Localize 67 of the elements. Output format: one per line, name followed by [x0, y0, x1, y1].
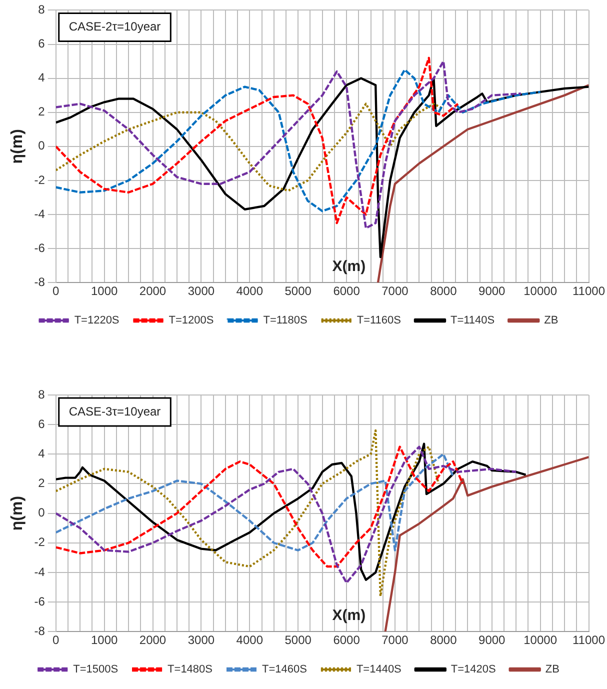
- legend-label: T=1140S: [450, 314, 495, 327]
- y-tick-label: 0: [38, 506, 46, 520]
- legend-label: T=1220S: [74, 314, 120, 327]
- y-tick-label: 0: [38, 138, 46, 153]
- x-tick-label: 8000: [430, 633, 458, 648]
- x-tick-label: 8000: [430, 284, 458, 298]
- x-tick-label: 10000: [524, 284, 558, 298]
- x-tick-label: 0: [52, 284, 60, 298]
- y-axis-title: η(m): [9, 496, 26, 531]
- y-tick-label: 2: [38, 476, 46, 490]
- x-tick-label: 4000: [236, 633, 264, 648]
- y-tick-label: -4: [34, 564, 46, 579]
- y-tick-label: 8: [38, 387, 46, 402]
- y-tick-label: -8: [34, 624, 46, 638]
- y-tick-label: -2: [34, 172, 46, 187]
- legend-label: T=1160S: [356, 314, 401, 327]
- line-series: [56, 56, 460, 224]
- x-tick-label: 7000: [382, 284, 409, 298]
- x-tick-label: 2000: [139, 284, 166, 298]
- x-tick-label: 0: [52, 633, 60, 648]
- annotation: CASE-2τ=10year: [68, 20, 161, 34]
- x-tick-label: 9000: [478, 284, 506, 298]
- y-tick-label: -6: [34, 594, 46, 608]
- legend-label: T=1500S: [73, 664, 118, 676]
- legend-label: ZB: [545, 664, 560, 676]
- legend-label: T=1440S: [356, 664, 402, 676]
- x-tick-label: 5000: [284, 284, 312, 298]
- y-tick-label: -2: [34, 535, 46, 550]
- line-series: [56, 68, 542, 212]
- y-tick-label: 2: [38, 104, 46, 119]
- legend-label: ZB: [544, 314, 558, 327]
- y-tick-label: 8: [38, 2, 46, 17]
- x-tick-label: 2000: [139, 633, 166, 648]
- y-tick-label: -4: [34, 206, 46, 221]
- x-tick-label: 1000: [90, 284, 118, 298]
- x-tick-label: 3000: [188, 284, 215, 298]
- y-tick-label: -8: [34, 274, 46, 289]
- y-axis-title: η(m): [9, 129, 26, 164]
- legend-label: T=1480S: [168, 664, 212, 676]
- annotation: CASE-3τ=10year: [68, 404, 161, 418]
- x-tick-label: 4000: [236, 284, 264, 298]
- x-tick-label: 5000: [284, 633, 312, 648]
- x-tick-label: 11000: [572, 633, 606, 648]
- x-tick-label: 10000: [524, 633, 558, 648]
- y-tick-label: 6: [38, 416, 46, 431]
- y-tick-label: -6: [34, 240, 46, 255]
- y-tick-label: 4: [38, 446, 46, 460]
- line-series: [56, 453, 454, 552]
- legend-label: T=1200S: [168, 314, 214, 327]
- x-tick-label: 1000: [90, 633, 118, 648]
- x-tick-label: 11000: [572, 284, 606, 298]
- line-series: [56, 446, 464, 568]
- x-axis-title: X(m): [332, 607, 366, 624]
- x-tick-label: 3000: [188, 633, 215, 648]
- x-tick-label: 6000: [333, 284, 360, 298]
- line-series: [56, 60, 522, 230]
- x-tick-label: 9000: [478, 633, 506, 648]
- y-tick-label: 4: [38, 70, 46, 85]
- legend-label: T=1420S: [450, 664, 496, 676]
- legend-label: T=1180S: [263, 314, 308, 327]
- line-series: [56, 429, 440, 598]
- legend-label: T=1460S: [262, 664, 307, 676]
- x-axis-title: X(m): [332, 258, 366, 276]
- y-tick-label: 6: [38, 36, 46, 51]
- x-tick-label: 6000: [333, 633, 360, 648]
- x-tick-label: 7000: [382, 633, 409, 648]
- line-series: [56, 102, 445, 192]
